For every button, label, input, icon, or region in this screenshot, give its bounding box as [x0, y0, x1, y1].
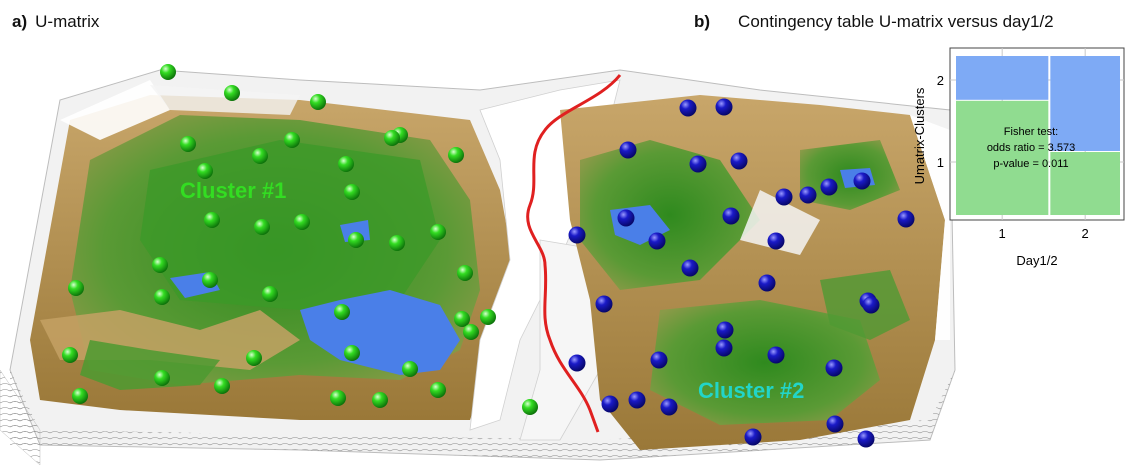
cluster-1-point — [384, 130, 400, 146]
cluster-2-point — [595, 295, 613, 313]
cluster-2-point — [897, 210, 915, 228]
cluster-1-point — [372, 392, 388, 408]
panel-a-title-text: U-matrix — [35, 12, 100, 31]
cluster-2-point — [568, 354, 586, 372]
mosaic-cell-day1-cluster1 — [956, 100, 1049, 215]
y-tick-label: 1 — [937, 155, 944, 170]
cluster-2-point — [628, 391, 646, 409]
cluster-1-point — [348, 232, 364, 248]
cluster-1-point — [430, 224, 446, 240]
cluster-2-point — [853, 172, 871, 190]
cluster-1-point — [480, 309, 496, 325]
cluster-1-point — [344, 345, 360, 361]
cluster-1-point — [454, 311, 470, 327]
cluster-1-point — [252, 148, 268, 164]
cluster-1-point — [294, 214, 310, 230]
cluster-1-label: Cluster #1 — [180, 178, 286, 203]
cluster-1-point — [448, 147, 464, 163]
cluster-1-point — [72, 388, 88, 404]
cluster-1-point — [68, 280, 84, 296]
cluster-1-point — [463, 324, 479, 340]
cluster-2-point — [767, 232, 785, 250]
cluster-separator-line — [526, 74, 622, 433]
cluster-2-point — [826, 415, 844, 433]
y-tick-label: 2 — [937, 73, 944, 88]
cluster-2-point — [617, 209, 635, 227]
cluster-1-point — [389, 235, 405, 251]
fisher-line-3: p-value = 0.011 — [993, 158, 1068, 170]
cluster-2-label: Cluster #2 — [698, 378, 804, 403]
cluster-1-point — [214, 378, 230, 394]
cluster-2-point — [689, 155, 707, 173]
fisher-annotation: Fisher test: odds ratio = 3.573 p-value … — [987, 126, 1075, 170]
mosaic-cells — [956, 56, 1120, 215]
cluster-2-point — [679, 99, 697, 117]
cluster-2-point — [857, 430, 875, 448]
cluster-2-point — [716, 321, 734, 339]
fisher-line-2: odds ratio = 3.573 — [987, 142, 1075, 154]
cluster-2-point — [825, 359, 843, 377]
cluster-2-point — [568, 226, 586, 244]
cluster-2-point — [820, 178, 838, 196]
mosaic-plot: 1 2 1 2 Fisher test: odds ratio = 3.573 p-v… — [912, 47, 1125, 268]
cluster-1-point — [284, 132, 300, 148]
cluster-2-point — [722, 207, 740, 225]
cluster-2-point — [744, 428, 762, 446]
panel-b-letter: b) — [694, 12, 711, 31]
terrain-cluster-1-region — [30, 80, 520, 420]
cluster-2-point — [681, 259, 699, 277]
y-axis-label: Umatrix-Clusters — [912, 87, 927, 184]
cluster-1-point — [330, 390, 346, 406]
cluster-1-point — [154, 370, 170, 386]
cluster-2-point — [650, 351, 668, 369]
cluster-1-point — [62, 347, 78, 363]
cluster-1-point — [310, 94, 326, 110]
mosaic-cell-day1-cluster2 — [956, 56, 1049, 100]
cluster-2-point — [775, 188, 793, 206]
x-tick-label: 2 — [1082, 226, 1089, 241]
panel-b-title: b) Contingency table U-matrix versus day1… — [694, 12, 1054, 32]
cluster-1-point — [180, 136, 196, 152]
mosaic-cell-day2-cluster2 — [1050, 56, 1120, 151]
mosaic-cell-day2-cluster1 — [1050, 152, 1120, 215]
cluster-2-point — [715, 98, 733, 116]
cluster-2-point — [648, 232, 666, 250]
cluster-1-point — [152, 257, 168, 273]
x-axis-label: Day1/2 — [1016, 253, 1057, 268]
cluster-1-point — [224, 85, 240, 101]
cluster-2-point — [730, 152, 748, 170]
cluster-1-point — [202, 272, 218, 288]
cluster-1-point — [246, 350, 262, 366]
cluster-1-point — [254, 219, 270, 235]
cluster-1-point — [160, 64, 176, 80]
cluster-2-point — [660, 398, 678, 416]
cluster-1-point — [522, 399, 538, 415]
axis-ticks: 1 2 1 2 — [937, 73, 1089, 241]
cluster-1-point — [430, 382, 446, 398]
panel-a-title: a) U-matrix — [12, 12, 99, 32]
umatrix-landscape: Cluster #1 Cluster #2 — [0, 64, 956, 466]
cluster-2-point — [619, 141, 637, 159]
x-tick-label: 1 — [999, 226, 1006, 241]
panel-b-title-text: Contingency table U-matrix versus day1/2 — [738, 12, 1054, 31]
cluster-1-point — [197, 163, 213, 179]
cluster-1-point — [338, 156, 354, 172]
fisher-line-1: Fisher test: — [1004, 126, 1058, 138]
cluster-2-point — [862, 296, 880, 314]
cluster-2-point — [758, 274, 776, 292]
cluster-2-point — [799, 186, 817, 204]
cluster-1-point — [262, 286, 278, 302]
cluster-1-point — [334, 304, 350, 320]
cluster-points — [62, 64, 915, 448]
cluster-2-point — [767, 346, 785, 364]
cluster-1-point — [344, 184, 360, 200]
cluster-1-point — [457, 265, 473, 281]
cluster-1-point — [402, 361, 418, 377]
cluster-1-point — [204, 212, 220, 228]
cluster-1-point — [154, 289, 170, 305]
cluster-2-point — [601, 395, 619, 413]
panel-a-letter: a) — [12, 12, 28, 31]
cluster-2-point — [715, 339, 733, 357]
